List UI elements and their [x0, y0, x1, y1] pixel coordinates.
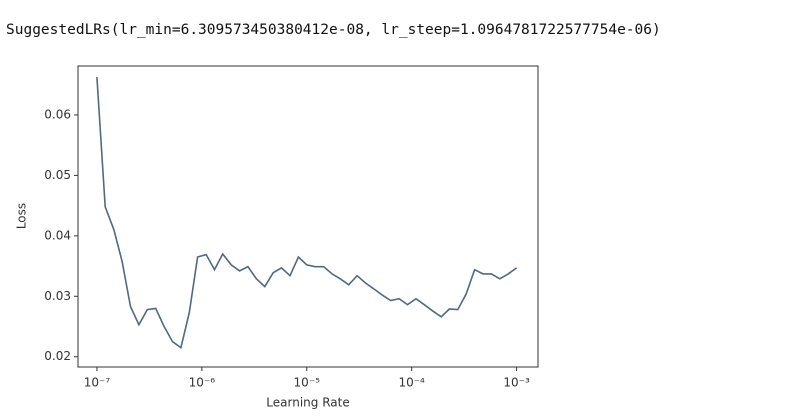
y-axis-label: Loss: [15, 203, 29, 229]
y-tick-label: 0.06: [44, 107, 71, 121]
x-tick-label: 10⁻³: [503, 376, 530, 390]
x-tick-label: 10⁻⁴: [398, 376, 425, 390]
y-tick-label: 0.03: [44, 289, 71, 303]
x-tick-label: 10⁻⁶: [189, 376, 216, 390]
x-tick-label: 10⁻⁷: [84, 376, 111, 390]
loss-line: [96, 76, 518, 350]
y-tick-label: 0.02: [44, 349, 71, 363]
x-tick-label: 10⁻⁵: [294, 376, 321, 390]
x-axis-label: Learning Rate: [266, 396, 349, 410]
output-text: SuggestedLRs(lr_min=6.309573450380412e-0…: [6, 22, 661, 38]
y-tick-label: 0.04: [44, 228, 71, 242]
plot-frame: [77, 65, 539, 368]
y-tick-label: 0.05: [44, 168, 71, 182]
